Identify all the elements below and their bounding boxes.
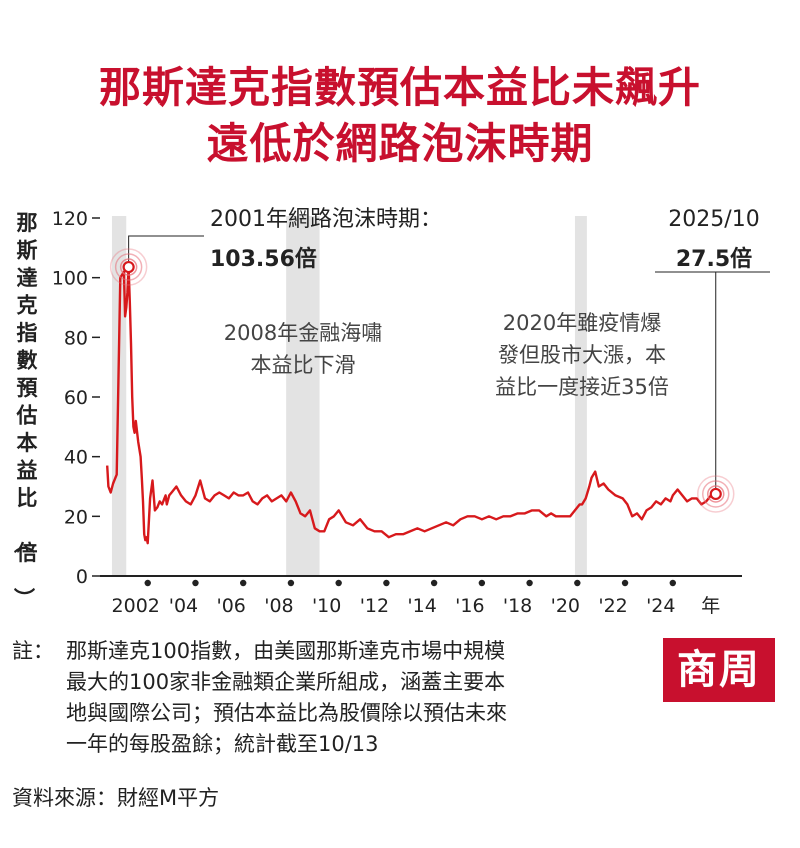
footnote-line: 地與國際公司；預估本益比為股價除以預估未來 — [66, 701, 507, 725]
x-tick-dot — [478, 579, 486, 587]
series-line — [106, 265, 717, 545]
data-source: 資料來源：財經M平方 — [12, 786, 220, 810]
x-tick-label: '18 — [503, 595, 532, 617]
peak-marker — [122, 260, 135, 274]
x-tick-dot — [430, 579, 438, 587]
brand-logo-text: 商周 — [677, 647, 761, 693]
x-tick-dot — [669, 579, 676, 587]
y-axis-title: 那斯達克指數預估本益比（倍） — [12, 211, 39, 609]
y-tick-label: 20 — [64, 506, 88, 528]
y-tick-label: 100 — [52, 268, 88, 290]
covid-annotation-line: 發但股市大漲，本 — [498, 343, 666, 367]
y-tick-label: 40 — [64, 447, 88, 469]
x-tick-dot — [621, 579, 629, 587]
latest-annotation-value: 27.5倍 — [676, 246, 752, 272]
x-tick-label: '12 — [360, 595, 389, 617]
chart-title-line2: 遠低於網路泡沫時期 — [206, 119, 594, 168]
latest-ring — [701, 480, 730, 508]
pe-ratio-chart: 0 20 40 60 80 100 120 2002 '04 '06 '08 '10 '12 '14 '1… — [12, 207, 770, 617]
x-tick-dot — [335, 579, 342, 587]
latest-annotation-text: 2025/10 — [668, 207, 759, 232]
peak-ring — [109, 248, 148, 286]
y-tick-label: 80 — [64, 327, 88, 349]
x-tick-dot — [239, 579, 247, 587]
latest-ring — [706, 485, 725, 503]
x-tick-label: '08 — [264, 595, 293, 617]
brand-logo: 商周 — [663, 638, 775, 702]
y-axis: 0 20 40 60 80 100 120 — [52, 208, 100, 588]
x-tick-label: '14 — [407, 595, 436, 617]
peak-leader-line — [128, 235, 204, 263]
x-tick-label: '22 — [598, 595, 627, 617]
gfc-annotation-line: 本益比下滑 — [251, 353, 356, 377]
x-tick-label: '20 — [551, 595, 580, 617]
x-tick-dot — [144, 579, 151, 587]
latest-ring — [696, 475, 735, 513]
footnote-line: 最大的100家非金融類企業所組成，涵蓋主要本 — [66, 670, 506, 694]
x-tick-label: '16 — [455, 595, 484, 617]
x-tick-dot — [383, 579, 390, 587]
y-tick-label: 60 — [64, 387, 88, 409]
x-tick-dot — [526, 579, 533, 587]
chart-title-line1: 那斯達克指數預估本益比未飆升 — [98, 63, 701, 112]
y-tick-label: 0 — [76, 566, 88, 588]
x-unit-label: 年 — [701, 595, 720, 617]
series-layer — [106, 265, 717, 545]
footnote-line: 一年的每股盈餘；統計截至10/13 — [66, 732, 379, 756]
shaded-period — [574, 216, 587, 576]
peak-annotation-value: 103.56倍 — [210, 246, 317, 272]
x-tick-label: '06 — [216, 595, 245, 617]
y-axis-label: 那斯達克指數預估本益比（倍） — [12, 211, 39, 609]
annotations: 2001年網路泡沫時期： 103.56倍 2025/10 27.5倍 2008年金融海嘯… — [109, 207, 770, 513]
x-tick-label: '04 — [169, 595, 198, 617]
peak-ring — [114, 253, 143, 281]
covid-annotation-line: 益比一度接近35倍 — [495, 375, 669, 399]
peak-ring — [119, 258, 138, 276]
peak-annotation-text: 2001年網路泡沫時期： — [210, 207, 442, 232]
x-tick-dot — [192, 579, 199, 587]
footnote: 註： 那斯達克100指數，由美國那斯達克市場中規模 最大的100家非金融類企業所… — [12, 636, 652, 760]
x-tick-dot — [287, 579, 295, 587]
y-tick-label: 120 — [52, 208, 88, 230]
x-tick-label: '10 — [312, 595, 341, 617]
covid-annotation-line: 2020年雖疫情爆 — [503, 311, 661, 335]
latest-marker — [709, 487, 722, 501]
x-tick-label: 2002 — [112, 595, 160, 617]
footnote-label: 註： — [12, 639, 54, 663]
gfc-annotation-line: 2008年金融海嘯 — [224, 321, 382, 345]
x-tick-label: '24 — [646, 595, 675, 617]
x-axis: 2002 '04 '06 '08 '10 '12 '14 '16 '18 '20 '22 '24 年 — [100, 575, 742, 617]
footnote-line: 那斯達克100指數，由美國那斯達克市場中規模 — [66, 639, 506, 663]
x-tick-dot — [574, 579, 581, 587]
